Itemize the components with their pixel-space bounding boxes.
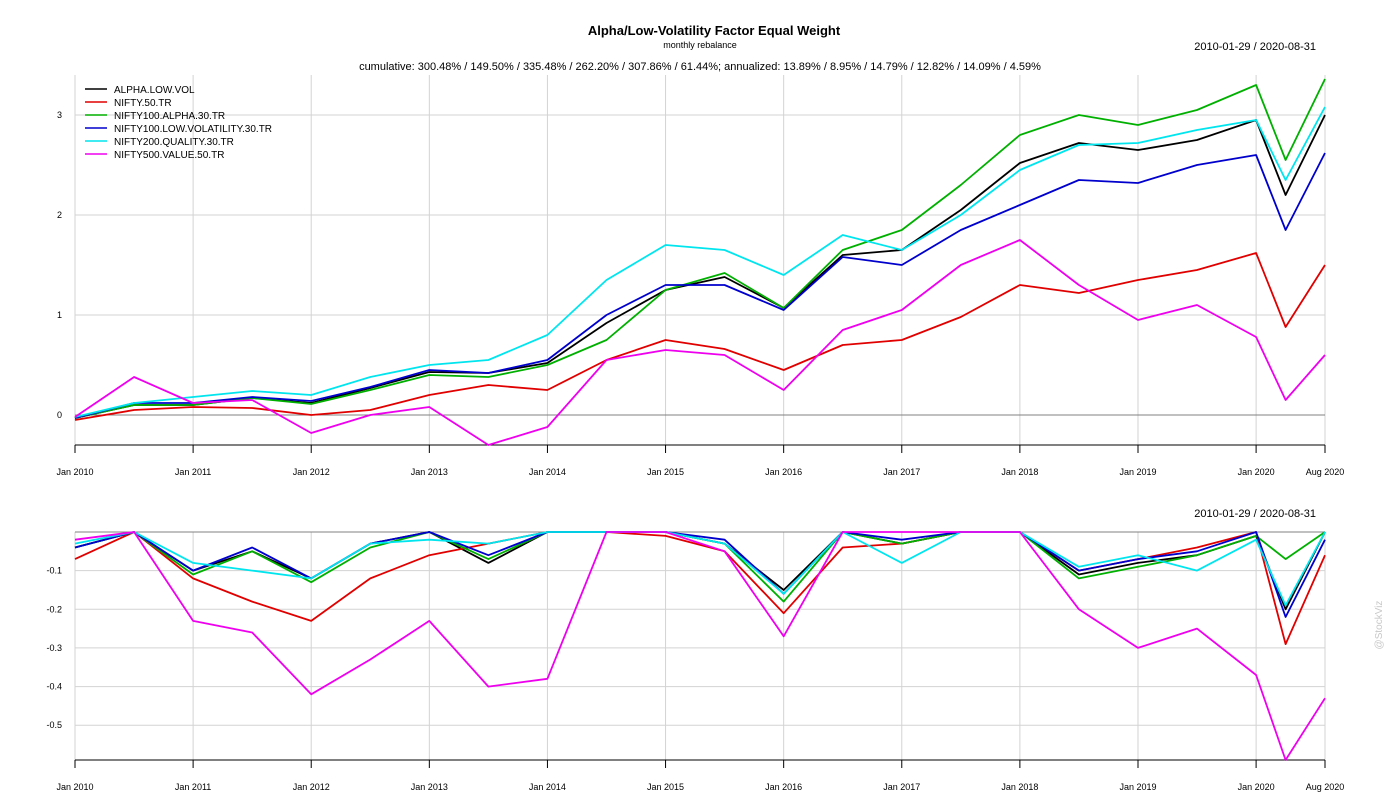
x-tick-label: Jan 2013 (411, 467, 448, 477)
series-line-nifty200-quality-30-tr (74, 106, 1326, 418)
date-range-bottom: 2010-01-29 / 2020-08-31 (1194, 508, 1316, 520)
x-tick-label: Jan 2020 (1238, 782, 1275, 792)
stats-line: cumulative: 300.48% / 149.50% / 335.48% … (359, 61, 1041, 73)
y-tick-label: 1 (57, 310, 62, 320)
x-tick-label: Jan 2016 (765, 782, 802, 792)
x-tick-label: Jan 2018 (1001, 782, 1038, 792)
y-tick-label: 0 (57, 410, 62, 420)
x-tick-label: Jan 2010 (56, 782, 93, 792)
legend-entry: NIFTY100.ALPHA.30.TR (114, 111, 225, 122)
x-tick-label: Jan 2014 (529, 782, 566, 792)
y-tick-label: -0.5 (46, 720, 62, 730)
x-tick-label: Jan 2019 (1119, 782, 1156, 792)
x-tick-label: Jan 2016 (765, 467, 802, 477)
x-tick-label: Aug 2020 (1306, 467, 1345, 477)
date-range-top: 2010-01-29 / 2020-08-31 (1194, 41, 1316, 53)
x-tick-label: Jan 2011 (175, 467, 211, 477)
y-tick-label: -0.1 (46, 566, 62, 576)
x-tick-label: Jan 2012 (293, 467, 330, 477)
x-tick-label: Jan 2018 (1001, 467, 1038, 477)
y-tick-label: -0.2 (46, 604, 62, 614)
x-tick-label: Jan 2019 (1119, 467, 1156, 477)
legend-entry: NIFTY200.QUALITY.30.TR (114, 137, 234, 148)
x-tick-label: Jan 2010 (56, 467, 93, 477)
chart-subtitle: monthly rebalance (663, 40, 737, 50)
y-tick-label: 3 (57, 110, 62, 120)
y-tick-label: -0.4 (46, 682, 62, 692)
x-tick-label: Jan 2020 (1238, 467, 1275, 477)
x-tick-label: Jan 2012 (293, 782, 330, 792)
y-tick-label: 2 (57, 210, 62, 220)
x-tick-label: Jan 2011 (175, 782, 211, 792)
drawdown-panel: Jan 2010 Jan 2011 Jan 2012 Jan 2013 Jan 2014… (46, 531, 1345, 792)
legend-entry: NIFTY.50.TR (114, 98, 172, 109)
x-tick-label: Jan 2015 (647, 467, 684, 477)
series-line-nifty-50-tr (74, 252, 1326, 421)
x-tick-label: Jan 2013 (411, 782, 448, 792)
watermark: @StockViz (1374, 601, 1385, 650)
x-tick-label: Jan 2017 (883, 467, 920, 477)
legend-entry: ALPHA.LOW.VOL (114, 85, 195, 96)
legend: ALPHA.LOW.VOL NIFTY.50.TR NIFTY100.ALPHA.3… (85, 85, 272, 161)
legend-entry: NIFTY100.LOW.VOLATILITY.30.TR (114, 124, 272, 135)
x-tick-label: Jan 2015 (647, 782, 684, 792)
series-line-nifty100-alpha-30-tr (74, 78, 1326, 419)
series-line-nifty500-value-50-tr (74, 239, 1326, 446)
x-tick-label: Aug 2020 (1306, 782, 1345, 792)
series-line-nifty500-value-50-tr (74, 531, 1326, 761)
series-line-nifty100-low-volatility-30-tr (74, 531, 1326, 618)
x-tick-label: Jan 2017 (883, 782, 920, 792)
series-line-nifty100-low-volatility-30-tr (74, 152, 1326, 419)
series-line-nifty200-quality-30-tr (74, 531, 1326, 607)
y-tick-label: -0.3 (46, 643, 62, 653)
chart-title: Alpha/Low-Volatility Factor Equal Weight (588, 23, 841, 38)
legend-entry: NIFTY500.VALUE.50.TR (114, 150, 224, 161)
x-tick-label: Jan 2014 (529, 467, 566, 477)
cumulative-return-panel: Jan 2010 Jan 2011 Jan 2012 Jan 2013 Jan 2014… (56, 75, 1344, 477)
